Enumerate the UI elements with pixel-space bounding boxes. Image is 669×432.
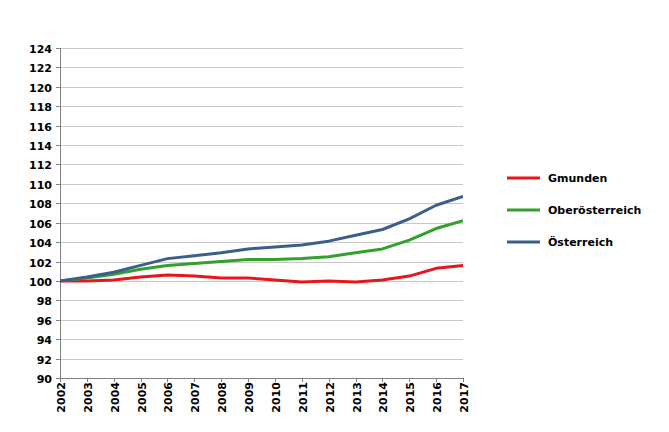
- y-tick-label: 124: [29, 43, 52, 56]
- grid: [56, 49, 463, 379]
- x-tick: [60, 378, 61, 382]
- y-tick: [56, 164, 60, 165]
- x-tick-label: 2013: [351, 382, 364, 413]
- grid-line: [60, 320, 463, 321]
- x-tick-label: 2017: [458, 382, 471, 413]
- x-tick-label: 2009: [243, 382, 256, 413]
- grid-line: [60, 164, 463, 165]
- x-tick: [87, 378, 88, 382]
- grid-line: [60, 300, 463, 301]
- x-tick: [463, 378, 464, 382]
- y-tick: [56, 48, 60, 49]
- x-tick: [167, 378, 168, 382]
- y-tick: [56, 106, 60, 107]
- y-tick-label: 112: [29, 159, 52, 172]
- x-tick: [436, 378, 437, 382]
- y-tick: [56, 145, 60, 146]
- y-tick: [56, 203, 60, 204]
- y-tick: [56, 242, 60, 243]
- x-tick: [382, 378, 383, 382]
- grid-line: [60, 378, 463, 379]
- grid-line: [60, 203, 463, 204]
- y-tick-label: 104: [29, 237, 52, 250]
- x-tick-label: 2011: [297, 382, 310, 413]
- y-tick-label: 106: [29, 218, 52, 231]
- grid-line: [60, 223, 463, 224]
- y-tick-label: 114: [29, 140, 52, 153]
- y-tick: [56, 339, 60, 340]
- grid-line: [60, 184, 463, 185]
- chart-svg: 90 92 94 96 98 100 102 104 106 108 110 112 114 116 118…: [0, 0, 669, 432]
- y-tick-label: 110: [29, 179, 52, 192]
- x-tick-label: 2012: [324, 382, 337, 413]
- x-tick-label: 2010: [270, 382, 283, 413]
- x-tick-label: 2016: [431, 382, 444, 413]
- x-tick: [302, 378, 303, 382]
- y-tick: [56, 300, 60, 301]
- x-tick: [141, 378, 142, 382]
- series-lines: [60, 197, 463, 282]
- x-tick-label: 2005: [136, 382, 149, 413]
- y-tick: [56, 378, 60, 379]
- y-tick: [56, 262, 60, 263]
- legend-swatch: [507, 209, 540, 212]
- x-tick: [409, 378, 410, 382]
- y-tick-label: 92: [37, 354, 52, 367]
- y-tick-label: 120: [29, 82, 52, 95]
- y-tick: [56, 184, 60, 185]
- y-tick: [56, 87, 60, 88]
- x-tick: [114, 378, 115, 382]
- y-tick: [56, 126, 60, 127]
- legend-swatch: [507, 177, 540, 180]
- x-tick-label: 2003: [82, 382, 95, 413]
- y-tick-label: 96: [37, 315, 53, 328]
- y-tick: [56, 223, 60, 224]
- x-tick: [275, 378, 276, 382]
- x-axis: [60, 378, 463, 379]
- grid-line: [60, 281, 463, 282]
- y-tick-label: 98: [37, 295, 52, 308]
- grid-line: [60, 48, 463, 49]
- grid-line: [60, 262, 463, 263]
- y-tick: [56, 320, 60, 321]
- grid-line: [60, 106, 463, 107]
- legend-label: Oberösterreich: [548, 204, 641, 217]
- x-tick-label: 2007: [189, 382, 202, 413]
- chart-container: 90 92 94 96 98 100 102 104 106 108 110 112 114 116 118…: [0, 0, 669, 432]
- x-tick: [248, 378, 249, 382]
- x-tick-label: 2014: [377, 382, 390, 413]
- y-tick-label: 108: [29, 198, 52, 211]
- y-tick: [56, 359, 60, 360]
- grid-line: [60, 87, 463, 88]
- x-tick: [194, 378, 195, 382]
- grid-line: [60, 339, 463, 340]
- x-tick-label: 2002: [55, 382, 68, 413]
- y-axis: [60, 48, 61, 378]
- y-tick-label: 100: [29, 276, 52, 289]
- x-tick: [221, 378, 222, 382]
- grid-line: [60, 126, 463, 127]
- y-tick-label: 90: [37, 373, 53, 386]
- legend: Gmunden Oberösterreich Österreich: [507, 172, 641, 249]
- x-tick-label: 2004: [109, 382, 122, 413]
- y-tick-label: 122: [29, 62, 52, 75]
- x-tick: [356, 378, 357, 382]
- y-tick-label: 94: [37, 334, 53, 347]
- y-tick: [56, 67, 60, 68]
- legend-label: Österreich: [548, 235, 613, 249]
- legend-label: Gmunden: [548, 172, 607, 185]
- grid-line: [60, 359, 463, 360]
- x-tick-label: 2006: [162, 382, 175, 413]
- y-tick-label: 116: [29, 121, 52, 134]
- grid-line: [60, 145, 463, 146]
- y-tick: [56, 281, 60, 282]
- series-line: [60, 197, 463, 281]
- x-tick-label: 2008: [216, 382, 229, 413]
- legend-swatch: [507, 241, 540, 244]
- x-tick: [329, 378, 330, 382]
- y-tick-label: 118: [29, 101, 52, 114]
- grid-line: [60, 67, 463, 68]
- x-tick-label: 2015: [404, 382, 417, 413]
- y-tick-label: 102: [29, 257, 52, 270]
